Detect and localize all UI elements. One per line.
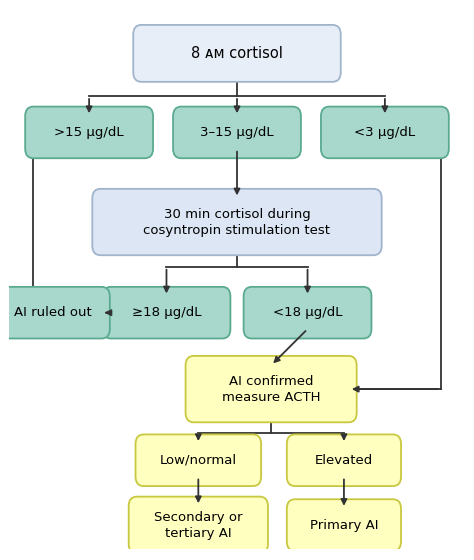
FancyBboxPatch shape: [136, 435, 261, 486]
FancyBboxPatch shape: [173, 106, 301, 158]
FancyBboxPatch shape: [92, 189, 382, 255]
FancyBboxPatch shape: [133, 25, 341, 82]
FancyBboxPatch shape: [129, 497, 268, 553]
Text: <18 μg/dL: <18 μg/dL: [273, 306, 342, 319]
FancyBboxPatch shape: [287, 435, 401, 486]
FancyBboxPatch shape: [25, 106, 153, 158]
FancyBboxPatch shape: [186, 356, 356, 422]
FancyBboxPatch shape: [244, 287, 372, 338]
Text: Elevated: Elevated: [315, 454, 373, 466]
FancyBboxPatch shape: [0, 287, 110, 338]
Text: Secondary or
tertiary AI: Secondary or tertiary AI: [154, 511, 243, 540]
FancyBboxPatch shape: [287, 500, 401, 551]
Text: ≥18 μg/dL: ≥18 μg/dL: [132, 306, 201, 319]
FancyBboxPatch shape: [321, 106, 449, 158]
Text: AI confirmed
measure ACTH: AI confirmed measure ACTH: [222, 375, 320, 404]
Text: Low/normal: Low/normal: [160, 454, 237, 466]
Text: >15 μg/dL: >15 μg/dL: [55, 126, 124, 139]
Text: <3 μg/dL: <3 μg/dL: [355, 126, 415, 139]
FancyBboxPatch shape: [102, 287, 230, 338]
Text: 3–15 μg/dL: 3–15 μg/dL: [200, 126, 274, 139]
Text: AI ruled out: AI ruled out: [14, 306, 91, 319]
Text: 8 ᴀᴍ cortisol: 8 ᴀᴍ cortisol: [191, 46, 283, 61]
Text: Primary AI: Primary AI: [310, 519, 378, 531]
Text: 30 min cortisol during
cosyntropin stimulation test: 30 min cortisol during cosyntropin stimu…: [144, 208, 330, 236]
